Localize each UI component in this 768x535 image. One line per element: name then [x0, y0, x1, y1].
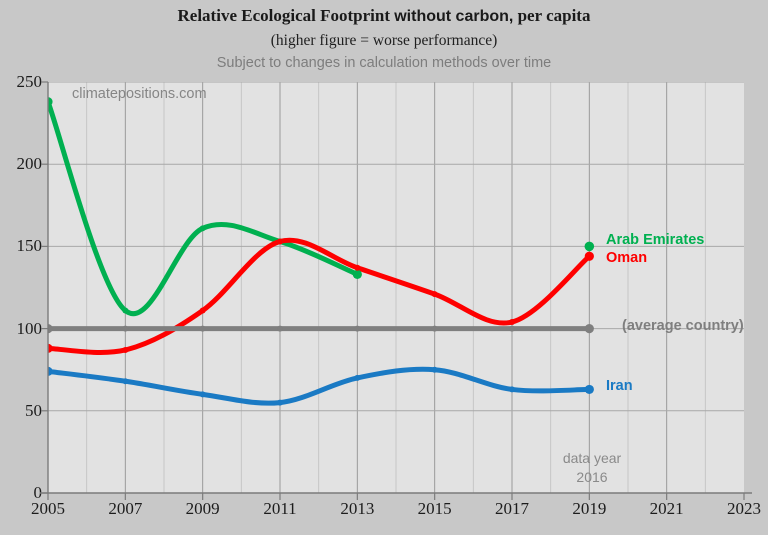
grid-lines	[48, 82, 744, 493]
x-axis-tick-label: 2017	[495, 499, 529, 518]
x-axis-tick-label: 2021	[649, 499, 684, 518]
x-axis-tick-label: 2005	[31, 499, 65, 518]
data-point-marker	[122, 307, 129, 314]
y-axis: 0 50 100 150 200 250	[0, 0, 43, 535]
series-line-iran	[48, 366, 592, 406]
data-point-marker	[431, 325, 438, 332]
data-point-marker	[48, 366, 53, 376]
data-point-marker	[354, 264, 361, 271]
data-point-marker	[199, 307, 206, 314]
data-point-marker	[584, 384, 594, 395]
data-point-marker	[277, 238, 283, 245]
data-point-marker	[122, 346, 129, 353]
data-point-marker	[509, 386, 515, 393]
x-axis-tick-label: 2013	[340, 499, 375, 518]
x-axis-tick-label: 2007	[108, 499, 143, 518]
data-point-marker	[431, 366, 438, 373]
x-axis-tick-label: 2011	[263, 499, 297, 518]
data-year-value: 2016	[576, 469, 608, 485]
y-axis-tick-label: 0	[33, 483, 43, 502]
series-lines	[48, 99, 592, 406]
data-point-marker	[199, 225, 206, 232]
data-point-marker	[354, 374, 361, 381]
y-axis-tick-label: 50	[25, 400, 42, 420]
series-markers	[48, 97, 594, 406]
data-point-marker	[584, 251, 594, 261]
data-point-marker	[48, 343, 53, 353]
data-point-marker	[584, 324, 594, 334]
x-axis-tick-label: 2015	[417, 499, 452, 518]
watermark-text: climatepositions.com	[72, 86, 207, 102]
data-year-label: data year	[562, 450, 622, 466]
legend-label-average-country: (average country)	[622, 318, 744, 334]
data-point-marker	[122, 325, 129, 332]
data-point-marker	[199, 325, 206, 332]
data-point-marker	[48, 324, 53, 334]
y-axis-tick-label: 250	[16, 72, 43, 91]
data-point-marker	[277, 399, 283, 406]
data-point-marker	[122, 378, 129, 385]
legend-label-oman: Oman	[606, 250, 648, 266]
legend-marker-arab-emirates	[584, 241, 595, 252]
y-axis-tick-label: 150	[16, 236, 43, 256]
data-point-marker	[352, 269, 362, 279]
x-axis-tick-label: 2023	[727, 499, 761, 518]
data-point-marker	[431, 291, 438, 298]
legend-markers	[584, 241, 595, 252]
legend-label-arab-emirates: Arab Emirates	[606, 232, 705, 248]
plot-svg	[48, 82, 744, 493]
x-axis-tick-label: 2019	[572, 499, 607, 518]
data-point-marker	[509, 319, 515, 326]
data-point-marker	[509, 325, 515, 332]
data-point-marker	[48, 97, 53, 107]
plot-area	[48, 82, 744, 493]
y-axis-tick-label: 100	[16, 318, 43, 338]
x-axis-tick-label: 2009	[185, 499, 220, 518]
data-year-annotation: data year 2016	[556, 449, 628, 487]
legend-label-iran: Iran	[606, 378, 633, 394]
data-point-marker	[199, 391, 206, 398]
data-point-marker	[277, 325, 283, 332]
data-point-marker	[354, 325, 361, 332]
series-line-arab-emirates	[48, 99, 360, 316]
y-axis-tick-label: 200	[16, 154, 43, 174]
